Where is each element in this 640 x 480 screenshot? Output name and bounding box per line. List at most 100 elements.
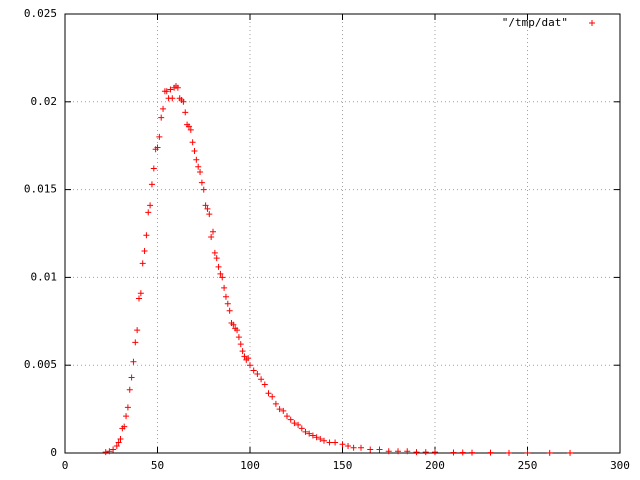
y-tick-label: 0.01: [31, 270, 58, 283]
point: [158, 114, 165, 121]
point: [124, 404, 131, 411]
point: [187, 126, 194, 133]
point: [272, 400, 279, 407]
y-tick-label: 0: [50, 446, 57, 459]
point: [284, 413, 290, 420]
point: [208, 234, 215, 241]
point: [182, 109, 189, 116]
point: [167, 86, 174, 93]
point: [258, 376, 265, 383]
point: [287, 416, 294, 423]
point: [469, 449, 475, 456]
point: [202, 202, 209, 209]
point: [245, 355, 252, 362]
point: [261, 381, 268, 388]
legend-label: "/tmp/dat": [502, 16, 568, 29]
point: [217, 270, 224, 277]
y-tick-label: 0.02: [31, 95, 58, 108]
point: [110, 446, 117, 453]
point: [487, 449, 494, 456]
x-tick-label: 0: [62, 459, 69, 472]
point: [215, 263, 222, 270]
point: [123, 413, 130, 420]
point: [265, 390, 272, 397]
point: [156, 133, 163, 140]
point: [150, 165, 157, 172]
y-tick-label: 0.025: [24, 7, 57, 20]
point: [224, 300, 231, 307]
point: [102, 449, 109, 456]
point: [239, 348, 246, 355]
point: [180, 98, 187, 105]
point: [339, 441, 346, 448]
point: [432, 449, 438, 456]
point: [226, 307, 233, 314]
point: [221, 284, 228, 291]
point: [241, 353, 248, 360]
point: [234, 327, 241, 334]
point: [321, 437, 327, 444]
point: [128, 374, 135, 381]
point: [350, 444, 357, 451]
point: [422, 449, 429, 456]
point: [132, 339, 139, 346]
point: [358, 444, 364, 451]
point: [141, 248, 148, 255]
point: [139, 260, 146, 267]
point: [113, 442, 120, 449]
point: [134, 327, 141, 334]
point: [276, 406, 283, 413]
point: [169, 95, 176, 102]
point: [546, 449, 553, 456]
plot-border: [64, 13, 621, 454]
point: [235, 334, 242, 341]
point: [313, 434, 320, 441]
point: [385, 448, 392, 455]
point: [136, 295, 142, 302]
point: [295, 421, 302, 428]
point: [219, 274, 226, 281]
point: [213, 255, 220, 262]
point: [121, 423, 128, 430]
point: [163, 88, 170, 95]
point: [143, 232, 150, 239]
point: [317, 435, 324, 442]
point: [524, 449, 531, 456]
legend-marker: [589, 20, 595, 26]
point: [506, 449, 512, 456]
point: [413, 449, 420, 456]
point: [230, 321, 237, 328]
point: [117, 435, 124, 442]
point: [204, 205, 211, 212]
x-tick-label: 250: [518, 459, 538, 472]
y-tick-label: 0.015: [24, 183, 57, 196]
point: [367, 446, 374, 453]
point: [254, 370, 261, 377]
point: [195, 163, 202, 170]
point: [250, 367, 257, 374]
point: [269, 393, 276, 400]
point: [126, 386, 133, 393]
point: [345, 442, 352, 449]
point: [376, 446, 383, 453]
point: [193, 156, 200, 163]
point: [137, 290, 144, 297]
point: [147, 202, 154, 209]
point: [200, 186, 207, 193]
point: [237, 341, 244, 348]
point: [280, 407, 287, 414]
y-tick-label: 0.005: [24, 358, 57, 371]
point: [567, 449, 574, 456]
point: [148, 181, 155, 188]
point: [326, 439, 333, 446]
point: [145, 209, 152, 216]
point: [291, 420, 298, 427]
point: [222, 293, 229, 300]
point: [211, 249, 218, 256]
point: [298, 425, 305, 432]
point: [404, 448, 411, 455]
point: [306, 430, 313, 437]
point: [459, 449, 466, 456]
point: [160, 105, 167, 112]
